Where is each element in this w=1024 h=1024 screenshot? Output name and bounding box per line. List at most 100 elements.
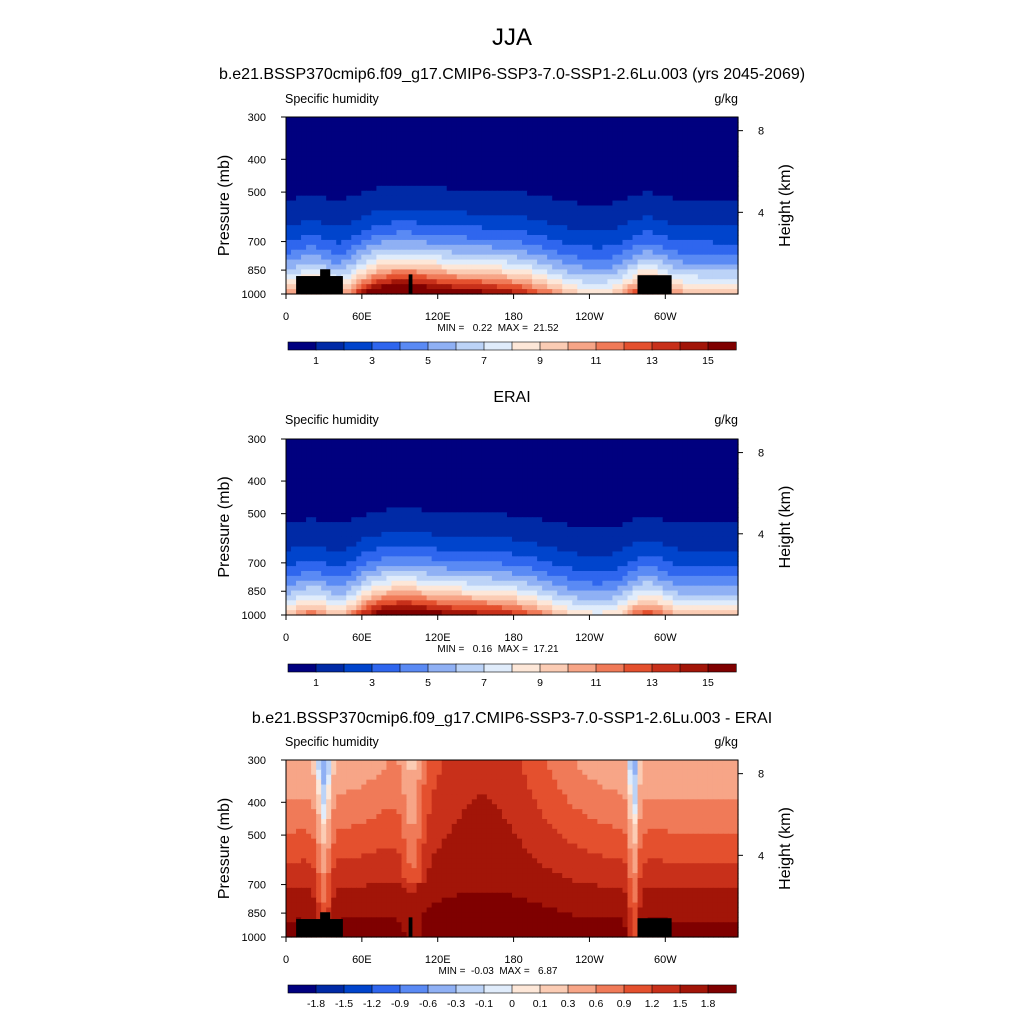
- contour-cell: [537, 156, 543, 162]
- contour-cell: [702, 274, 709, 280]
- contour-cell: [722, 453, 729, 460]
- contour-cell: [501, 185, 508, 192]
- contour-cell: [707, 131, 714, 138]
- contour-cell: [461, 274, 468, 280]
- contour-cell: [461, 522, 468, 528]
- contour-cell: [537, 136, 543, 143]
- contour-cell: [411, 512, 418, 518]
- contour-cell: [712, 249, 719, 256]
- contour-cell: [421, 468, 428, 474]
- contour-cell: [451, 473, 458, 479]
- contour-cell: [712, 448, 719, 455]
- contour-cell: [451, 453, 458, 460]
- contour-cell: [532, 117, 538, 123]
- contour-cell: [582, 463, 588, 469]
- contour-cell: [687, 117, 694, 123]
- contour-cell: [386, 458, 393, 465]
- contour-cell: [311, 239, 317, 246]
- contour-cell: [411, 210, 418, 216]
- contour-cell: [361, 195, 367, 202]
- contour-cell: [577, 463, 583, 469]
- contour-cell: [456, 502, 463, 509]
- contour-cell: [441, 522, 448, 528]
- contour-cell: [416, 121, 423, 128]
- contour-cell: [667, 156, 674, 162]
- contour-cell: [446, 468, 453, 474]
- contour-cell: [627, 478, 634, 484]
- contour-cell: [486, 205, 493, 212]
- contour-cell: [486, 487, 493, 494]
- contour-cell: [722, 279, 729, 285]
- contour-cell: [612, 171, 619, 177]
- contour-cell: [316, 249, 322, 256]
- contour-cell: [597, 254, 603, 261]
- contour-cell: [336, 205, 342, 212]
- contour-cell: [547, 269, 553, 275]
- contour-cell: [652, 269, 659, 275]
- contour-cell: [311, 146, 317, 153]
- contour-cell: [592, 190, 598, 197]
- contour-cell: [451, 235, 458, 241]
- contour-cell: [311, 190, 317, 197]
- contour-cell: [732, 117, 739, 123]
- contour-cell: [446, 458, 453, 465]
- contour-cell: [632, 121, 639, 128]
- contour-cell: [522, 171, 528, 177]
- contour-cell: [547, 468, 553, 474]
- contour-cell: [602, 180, 609, 187]
- contour-cell: [336, 448, 342, 455]
- contour-cell: [692, 121, 699, 128]
- contour-cell: [552, 289, 558, 295]
- contour-cell: [732, 166, 739, 172]
- contour-cell: [506, 195, 513, 202]
- contour-cell: [612, 249, 619, 256]
- contour-cell: [592, 151, 598, 157]
- contour-cell: [301, 239, 307, 246]
- contour-cell: [722, 254, 729, 261]
- contour-cell: [406, 497, 413, 504]
- contour-cell: [552, 156, 558, 162]
- contour-cell: [501, 239, 508, 246]
- contour-cell: [296, 448, 302, 455]
- contour-cell: [712, 235, 719, 241]
- contour-cell: [512, 210, 518, 216]
- contour-cell: [481, 483, 488, 489]
- contour-cell: [722, 487, 729, 494]
- contour-cell: [732, 279, 739, 285]
- contour-cell: [602, 507, 609, 513]
- contour-cell: [692, 230, 699, 236]
- contour-cell: [446, 141, 453, 148]
- contour-cell: [712, 274, 719, 280]
- contour-cell: [617, 443, 624, 450]
- contour-cell: [431, 497, 438, 504]
- contour-cell: [537, 146, 543, 153]
- contour-cell: [321, 151, 327, 157]
- contour-cell: [376, 210, 383, 216]
- contour-cell: [486, 279, 493, 285]
- contour-cell: [527, 190, 533, 197]
- contour-cell: [316, 453, 322, 460]
- contour-cell: [401, 220, 408, 226]
- contour-cell: [562, 215, 568, 221]
- contour-cell: [627, 458, 634, 465]
- contour-cell: [732, 443, 739, 450]
- contour-cell: [607, 131, 614, 138]
- contour-cell: [316, 502, 322, 509]
- contour-cell: [406, 244, 413, 251]
- contour-cell: [557, 230, 563, 236]
- contour-cell: [441, 215, 448, 221]
- contour-cell: [376, 151, 383, 157]
- contour-cell: [657, 141, 664, 148]
- contour-cell: [501, 264, 508, 271]
- contour-cell: [597, 289, 603, 295]
- contour-cell: [662, 249, 669, 256]
- contour-cell: [326, 443, 332, 450]
- contour-cell: [406, 131, 413, 138]
- contour-cell: [336, 264, 342, 271]
- contour-cell: [537, 497, 543, 504]
- contour-cell: [517, 463, 523, 469]
- contour-cell: [501, 220, 508, 226]
- contour-cell: [712, 215, 719, 221]
- contour-cell: [341, 289, 347, 295]
- contour-cell: [622, 439, 629, 445]
